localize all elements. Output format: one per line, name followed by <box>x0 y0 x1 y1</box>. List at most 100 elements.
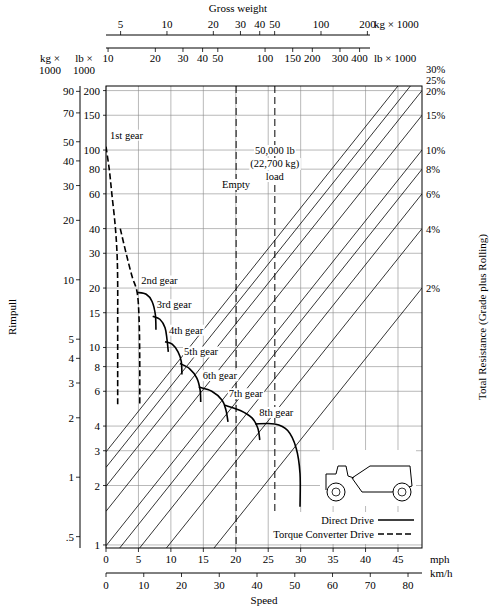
tick-label: 1 <box>95 539 101 551</box>
label-patch <box>183 346 220 357</box>
labels: Empty50,000 lb(22,700 kg)load1st gear2nd… <box>109 130 301 418</box>
tick-label: 45 <box>392 553 404 565</box>
label-patch <box>254 145 296 156</box>
tick-label: 80 <box>89 163 101 175</box>
tick <box>257 573 258 577</box>
tick-label: 5 <box>118 18 124 30</box>
tick-label: 10 <box>89 341 101 353</box>
legend-swatch <box>378 533 414 535</box>
tick-label: 70 <box>63 107 75 119</box>
tick <box>170 548 171 552</box>
tick <box>181 573 182 577</box>
tick-label: 40 <box>197 52 209 64</box>
tick-label: 30 <box>63 180 75 192</box>
label-patch <box>202 370 239 381</box>
tick-label: 20 <box>63 214 75 226</box>
resistance-label: 8% <box>426 164 440 175</box>
gear-curve <box>137 292 156 329</box>
icon-wheel <box>393 483 411 501</box>
legend-label: Torque Converter Drive <box>273 529 374 540</box>
tick-label: 10 <box>138 579 150 591</box>
label-patch <box>140 275 179 286</box>
tick-label: 20 <box>89 282 101 294</box>
tick-label: 8 <box>95 361 101 373</box>
tick <box>76 160 80 161</box>
tick-label: 4 <box>69 352 75 364</box>
tick <box>367 31 368 35</box>
tick <box>268 548 269 552</box>
axis-line <box>106 48 370 49</box>
tick-label: 20 <box>176 579 188 591</box>
axis-unit: mph <box>430 553 450 565</box>
resistance-line <box>106 115 422 511</box>
tick-label: 50 <box>212 52 224 64</box>
tick-label: 40 <box>252 579 264 591</box>
tick <box>365 548 366 552</box>
tick <box>240 31 241 35</box>
gear-label: 7th gear <box>229 388 264 399</box>
tick <box>333 548 334 552</box>
tick-label: 35 <box>328 553 340 565</box>
tick <box>166 31 167 35</box>
tick <box>397 548 398 552</box>
tick <box>321 31 322 35</box>
axis-line <box>106 573 422 574</box>
tick <box>106 573 107 577</box>
axis-title: Rimpull <box>6 299 18 335</box>
tick <box>138 548 139 552</box>
tick-label: .5 <box>66 531 75 543</box>
grid-line <box>106 544 422 545</box>
tick <box>235 548 236 552</box>
label-patch <box>265 171 286 182</box>
legend: Direct DriveTorque Converter Drive <box>269 512 419 544</box>
tick-label: 40 <box>63 155 75 167</box>
label-patch <box>221 179 252 190</box>
label-patch <box>156 299 193 310</box>
gear-curve <box>120 229 140 406</box>
tick-label: 10 <box>103 52 115 64</box>
gear-curve <box>255 423 300 506</box>
gear-label: 8th gear <box>259 407 294 418</box>
grid-line <box>170 86 171 548</box>
resistance-label: 25% <box>426 75 446 86</box>
tick-label: 90 <box>63 85 75 97</box>
tick-label: 60 <box>89 188 101 200</box>
legend-box <box>269 512 419 544</box>
tick <box>76 417 80 418</box>
gear-curve <box>180 363 201 401</box>
axis-unit: 1000 <box>39 64 62 76</box>
tick <box>76 477 80 478</box>
reference-label: (22,700 kg) <box>250 158 299 170</box>
tick-label: 200 <box>84 85 101 97</box>
tick-label: 50 <box>269 18 281 30</box>
icon-hub <box>332 488 340 496</box>
reference-label: 50,000 lb <box>255 145 295 156</box>
tick <box>274 31 275 35</box>
gear-label: 6th gear <box>203 370 238 381</box>
tick <box>408 573 409 577</box>
tick <box>294 573 295 577</box>
resistance-label: 10% <box>426 145 446 156</box>
icon-wheel <box>327 483 345 501</box>
tick-label: 0 <box>103 553 109 565</box>
tick <box>370 573 371 577</box>
legend-swatch <box>378 519 414 521</box>
tick <box>120 31 121 35</box>
plot-frame <box>106 86 422 548</box>
gear-curve <box>165 342 182 375</box>
axis-title: Speed <box>251 594 278 606</box>
tick-label: 6 <box>95 385 101 397</box>
resistance-label: 30% <box>426 64 446 75</box>
tick-label: 100 <box>257 52 274 64</box>
reference-label: load <box>266 171 285 182</box>
tick-label: 100 <box>313 18 330 30</box>
tick-label: 150 <box>284 52 301 64</box>
tick <box>76 185 80 186</box>
icon-hub <box>398 488 406 496</box>
axis-title: Gross weight <box>209 2 267 14</box>
tick-label: 70 <box>365 579 377 591</box>
axis-unit: km/h <box>430 567 453 579</box>
tick <box>219 573 220 577</box>
resistance-label: 2% <box>426 283 440 294</box>
label-patch <box>249 158 300 170</box>
